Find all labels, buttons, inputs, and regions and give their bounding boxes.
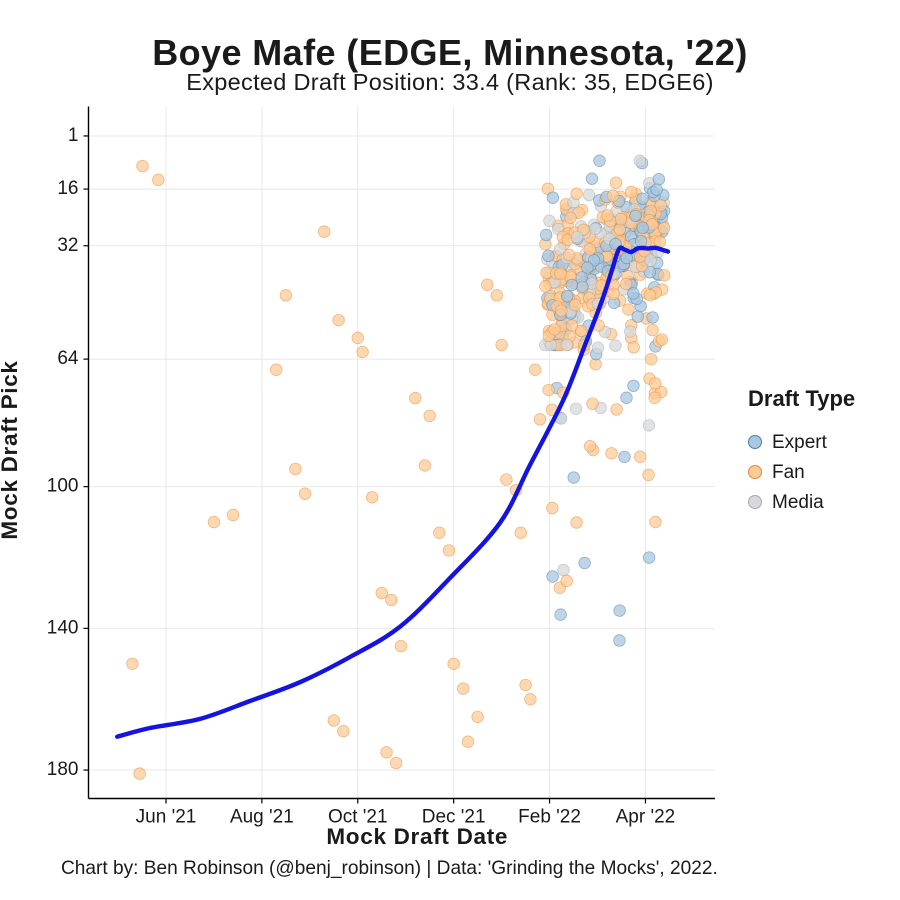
- svg-text:1: 1: [68, 125, 79, 146]
- svg-text:Oct '21: Oct '21: [328, 807, 388, 828]
- svg-text:100: 100: [47, 476, 79, 497]
- svg-text:140: 140: [47, 617, 79, 638]
- svg-text:32: 32: [57, 235, 78, 256]
- svg-text:Jun '21: Jun '21: [136, 807, 197, 828]
- svg-text:Feb '22: Feb '22: [518, 807, 581, 828]
- svg-text:16: 16: [57, 178, 78, 199]
- svg-text:Dec '21: Dec '21: [422, 807, 486, 828]
- svg-text:180: 180: [47, 759, 79, 780]
- svg-text:Aug '21: Aug '21: [230, 807, 294, 828]
- svg-text:Apr '22: Apr '22: [616, 807, 676, 828]
- svg-text:64: 64: [57, 348, 79, 369]
